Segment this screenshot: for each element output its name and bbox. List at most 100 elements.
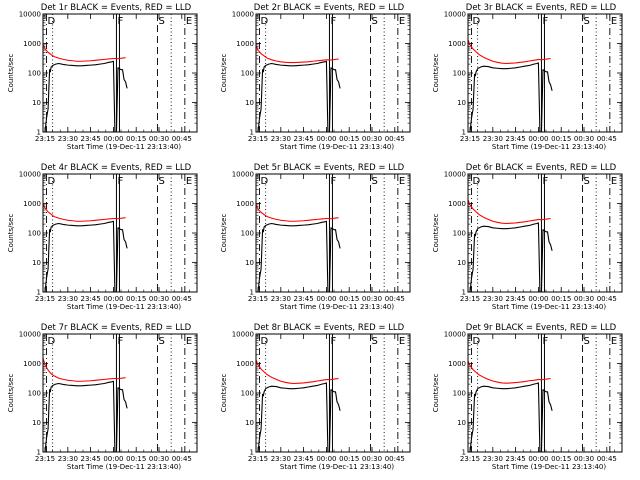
event-marker-label: S (371, 336, 377, 347)
y-tick-label: 1000 (23, 40, 41, 48)
x-axis-label: Start Time (19-Dec-11 23:13:40) (67, 143, 181, 151)
y-tick-label: 1000 (236, 200, 254, 208)
x-tick-label: 00:30 (574, 135, 594, 143)
lld-series-line (43, 44, 126, 62)
x-tick-label: 00:45 (385, 295, 405, 303)
event-marker-label: E (186, 336, 192, 347)
x-tick-label: 00:45 (172, 295, 192, 303)
x-tick-label: 23:30 (58, 295, 78, 303)
event-marker-label: E (611, 336, 617, 347)
y-tick-label: 10000 (232, 171, 254, 179)
y-tick-label: 1 (462, 129, 466, 137)
lld-series-line (256, 359, 339, 385)
lld-series-line (43, 358, 126, 382)
y-tick-label: 100 (453, 390, 466, 398)
x-tick-label: 00:00 (528, 295, 548, 303)
event-marker-label: S (583, 176, 589, 187)
y-tick-label: 100 (28, 390, 41, 398)
x-axis-label: Start Time (19-Dec-11 23:13:40) (280, 463, 394, 471)
chart-title: Det 8r BLACK = Events, RED = LLD (254, 323, 405, 333)
y-tick-label: 1000 (448, 360, 466, 368)
chart-title: Det 2r BLACK = Events, RED = LLD (254, 3, 405, 13)
x-tick-label: 00:30 (362, 135, 382, 143)
event-marker-label: D (261, 16, 269, 27)
y-tick-label: 10 (32, 259, 41, 267)
x-tick-label: 23:45 (81, 135, 101, 143)
x-tick-label: 00:00 (316, 135, 336, 143)
events-series-line (257, 382, 341, 452)
x-tick-label: 00:15 (126, 135, 146, 143)
x-axis-label: Start Time (19-Dec-11 23:13:40) (67, 303, 181, 311)
x-tick-label: 23:15 (35, 455, 55, 463)
x-tick-label: 00:30 (149, 455, 169, 463)
events-series-line (44, 60, 128, 132)
plot-frame (255, 13, 411, 133)
y-tick-label: 1000 (448, 40, 466, 48)
y-tick-label: 1 (37, 129, 41, 137)
y-tick-label: 10 (457, 259, 466, 267)
event-marker-label: E (399, 16, 405, 27)
chart-panel: Det 4r BLACK = Events, RED = LLD 1 10 100 10… (7, 163, 198, 311)
event-marker-label: D (48, 176, 56, 187)
event-marker-label: F (542, 336, 548, 347)
chart-panel: Det 2r BLACK = Events, RED = LLD 1 10 100 10… (220, 3, 411, 151)
x-tick-label: 23:15 (460, 295, 480, 303)
event-marker-label: F (117, 176, 123, 187)
x-tick-label: 00:30 (574, 295, 594, 303)
lld-series-line (43, 203, 126, 222)
chart-panel: Det 7r BLACK = Events, RED = LLD 1 10 100 10… (7, 323, 198, 471)
y-tick-label: 1 (462, 289, 466, 297)
event-marker-label: E (399, 336, 405, 347)
events-series-line (257, 220, 341, 292)
y-tick-label: 1000 (236, 40, 254, 48)
x-tick-label: 00:45 (597, 135, 617, 143)
plot-frame (467, 13, 623, 133)
y-tick-label: 10 (245, 419, 254, 427)
x-tick-label: 00:45 (172, 135, 192, 143)
chart-panel: Det 8r BLACK = Events, RED = LLD 1 10 100 10… (220, 323, 411, 471)
y-tick-label: 100 (453, 70, 466, 78)
y-tick-label: 1000 (23, 200, 41, 208)
event-marker-label: S (158, 176, 164, 187)
y-axis-label: Counts/sec (220, 54, 228, 93)
event-marker-label: S (158, 336, 164, 347)
x-tick-label: 00:15 (339, 455, 359, 463)
y-tick-label: 1 (37, 449, 41, 457)
x-tick-label: 23:30 (58, 455, 78, 463)
x-tick-label: 00:45 (597, 455, 617, 463)
x-tick-label: 23:30 (271, 135, 291, 143)
x-tick-label: 23:15 (248, 295, 268, 303)
event-marker-label: F (542, 176, 548, 187)
x-tick-label: 00:45 (385, 135, 405, 143)
x-axis-label: Start Time (19-Dec-11 23:13:40) (492, 143, 606, 151)
x-tick-label: 23:15 (35, 295, 55, 303)
y-axis-label: Counts/sec (7, 54, 15, 93)
chart-title: Det 6r BLACK = Events, RED = LLD (466, 163, 617, 173)
event-marker-label: E (611, 176, 617, 187)
plot-frame (42, 333, 198, 453)
x-tick-label: 23:45 (506, 135, 526, 143)
x-tick-label: 23:30 (483, 135, 503, 143)
y-tick-label: 100 (241, 70, 254, 78)
lld-series-line (468, 360, 551, 384)
chart-title: Det 4r BLACK = Events, RED = LLD (41, 163, 192, 173)
event-marker-label: D (48, 16, 56, 27)
events-series-line (257, 60, 341, 132)
chart-panel: Det 3r BLACK = Events, RED = LLD 1 10 100 10… (432, 3, 623, 151)
y-axis-label: Counts/sec (7, 214, 15, 253)
lld-series-line (256, 204, 339, 222)
chart-panel: Det 9r BLACK = Events, RED = LLD 1 10 100 10… (432, 323, 623, 471)
event-marker-label: E (186, 176, 192, 187)
chart-title: Det 7r BLACK = Events, RED = LLD (41, 323, 192, 333)
event-marker-label: S (371, 16, 377, 27)
x-tick-label: 00:15 (551, 135, 571, 143)
event-marker-label: F (117, 16, 123, 27)
y-tick-label: 10000 (19, 171, 41, 179)
x-tick-label: 00:15 (551, 455, 571, 463)
y-tick-label: 100 (28, 230, 41, 238)
plot-frame (255, 333, 411, 453)
x-tick-label: 23:15 (460, 135, 480, 143)
x-tick-label: 00:30 (362, 455, 382, 463)
x-tick-label: 23:45 (294, 455, 314, 463)
